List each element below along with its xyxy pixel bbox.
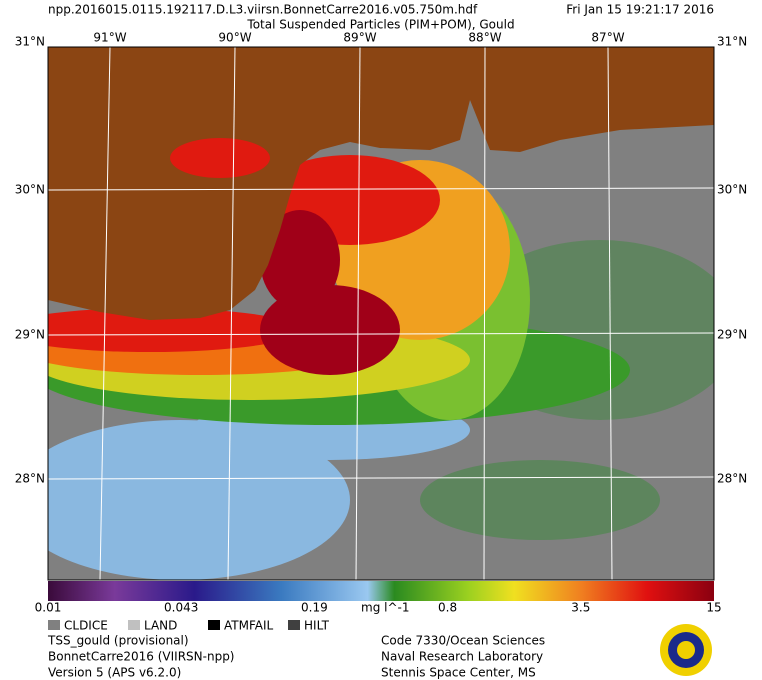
swatch — [288, 620, 300, 630]
legend-label: HILT — [304, 619, 330, 633]
legend-label: LAND — [144, 619, 177, 633]
colorbar-unit: mg l^-1 — [361, 601, 409, 615]
colorbar-tick-label: 0.043 — [164, 601, 198, 615]
title: Total Suspended Particles (PIM+POM), Gou… — [246, 18, 514, 32]
nrl-logo — [660, 624, 712, 676]
lat-label: 31°N — [15, 35, 45, 49]
lon-label: 87°W — [591, 31, 624, 45]
datetime: Fri Jan 15 19:21:17 2016 — [566, 3, 714, 17]
lat-label: 29°N — [15, 328, 45, 342]
footer-text: Version 5 (APS v6.2.0) — [48, 666, 181, 680]
legend-label: CLDICE — [64, 619, 108, 633]
legend-label: ATMFAIL — [224, 619, 274, 633]
colorbar — [48, 581, 714, 601]
lon-label: 90°W — [218, 31, 251, 45]
footer-text: BonnetCarre2016 (VIIRSN-npp) — [48, 650, 235, 664]
lon-label: 89°W — [343, 31, 376, 45]
swatch — [208, 620, 220, 630]
footer-text: Naval Research Laboratory — [381, 650, 543, 664]
lat-label: 28°N — [15, 472, 45, 486]
lat-label: 29°N — [717, 328, 747, 342]
footer-text: TSS_gould (provisional) — [47, 634, 189, 648]
lon-label: 91°W — [93, 31, 126, 45]
lat-label: 30°N — [717, 183, 747, 197]
map-frame — [47, 46, 715, 581]
colorbar-tick-label: 15 — [706, 601, 721, 615]
footer-text: Stennis Space Center, MS — [381, 666, 536, 680]
colorbar-tick-label: 0.8 — [438, 601, 457, 615]
lat-label: 28°N — [717, 472, 747, 486]
colorbar-tick-label: 3.5 — [571, 601, 590, 615]
filename: npp.2016015.0115.192117.D.L3.viirsn.Bonn… — [48, 3, 478, 17]
colorbar-tick-label: 0.19 — [301, 601, 328, 615]
swatch — [48, 620, 60, 630]
swatch — [128, 620, 140, 630]
map-image — [48, 47, 714, 580]
colorbar-tick-label: 0.01 — [35, 601, 62, 615]
footer-text: Code 7330/Ocean Sciences — [381, 634, 545, 648]
lat-label: 30°N — [15, 183, 45, 197]
lat-label: 31°N — [717, 35, 747, 49]
lon-label: 88°W — [468, 31, 501, 45]
